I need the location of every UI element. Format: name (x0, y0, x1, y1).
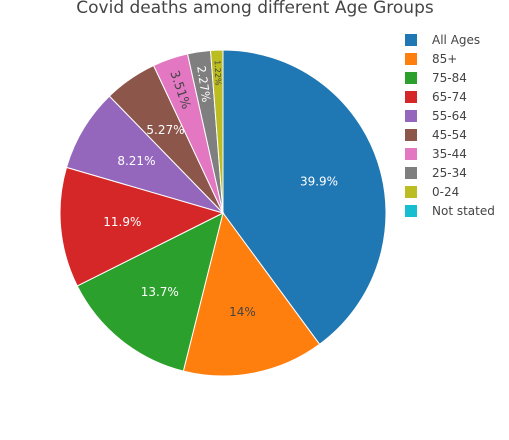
legend-item-25-34[interactable]: 25-34 (405, 166, 467, 180)
legend-swatch-45-54 (405, 129, 417, 141)
legend-label-not-stated: Not stated (432, 204, 495, 218)
legend-item-45-54[interactable]: 45-54 (405, 128, 467, 142)
pie-slice-85-plus[interactable] (182, 211, 321, 377)
legend-item-0-24[interactable]: 0-24 (405, 185, 459, 199)
legend-item-85-plus[interactable]: 85+ (405, 52, 457, 66)
legend-swatch-85-plus (405, 53, 417, 65)
legend-swatch-55-64 (405, 110, 417, 122)
legend-label-all-ages: All Ages (432, 33, 480, 47)
legend-label-75-84: 75-84 (432, 71, 467, 85)
slice-label-85-plus: 14% (229, 305, 256, 319)
legend-swatch-not-stated (405, 205, 417, 217)
legend-item-65-74[interactable]: 65-74 (405, 90, 467, 104)
legend-label-25-34: 25-34 (432, 166, 467, 180)
legend-label-35-44: 35-44 (432, 147, 467, 161)
chart-title: Covid deaths among different Age Groups (76, 0, 434, 18)
slice-label-45-54: 5.27% (146, 123, 184, 137)
pie-slices: 39.9%14%13.7%11.9%8.21%5.27%3.51% 2.27% 1.… (59, 49, 387, 377)
legend-swatch-25-34 (405, 167, 417, 179)
pie-slice-all-ages[interactable] (222, 49, 387, 346)
legend-swatch-0-24 (405, 186, 417, 198)
legend[interactable]: All Ages 85+ 75-84 65-74 55-64 45-54 35-44 25-3… (405, 33, 495, 218)
slice-label-65-74: 11.9% (103, 215, 141, 229)
legend-swatch-75-84 (405, 72, 417, 84)
legend-swatch-35-44 (405, 148, 417, 160)
legend-item-all-ages[interactable]: All Ages (405, 33, 480, 47)
legend-label-65-74: 65-74 (432, 90, 467, 104)
legend-item-55-64[interactable]: 55-64 (405, 109, 467, 123)
legend-swatch-all-ages (405, 34, 417, 46)
legend-label-85-plus: 85+ (432, 52, 457, 66)
legend-label-0-24: 0-24 (432, 185, 459, 199)
pie-slice-75-84[interactable] (76, 212, 224, 372)
legend-label-55-64: 55-64 (432, 109, 467, 123)
slice-label-25-34: 2.27% (194, 65, 213, 103)
legend-swatch-65-74 (405, 91, 417, 103)
legend-item-not-stated[interactable]: Not stated (405, 204, 495, 218)
legend-label-45-54: 45-54 (432, 128, 467, 142)
legend-item-75-84[interactable]: 75-84 (405, 71, 467, 85)
legend-item-35-44[interactable]: 35-44 (405, 147, 467, 161)
slice-label-0-24: 1.22% (213, 60, 223, 86)
pie-slice-0-24[interactable] (209, 49, 224, 214)
slice-label-55-64: 8.21% (117, 154, 155, 168)
slice-label-all-ages: 39.9% (300, 174, 338, 188)
pie-slice-65-74[interactable] (59, 166, 225, 287)
slice-label-75-84: 13.7% (141, 285, 179, 299)
